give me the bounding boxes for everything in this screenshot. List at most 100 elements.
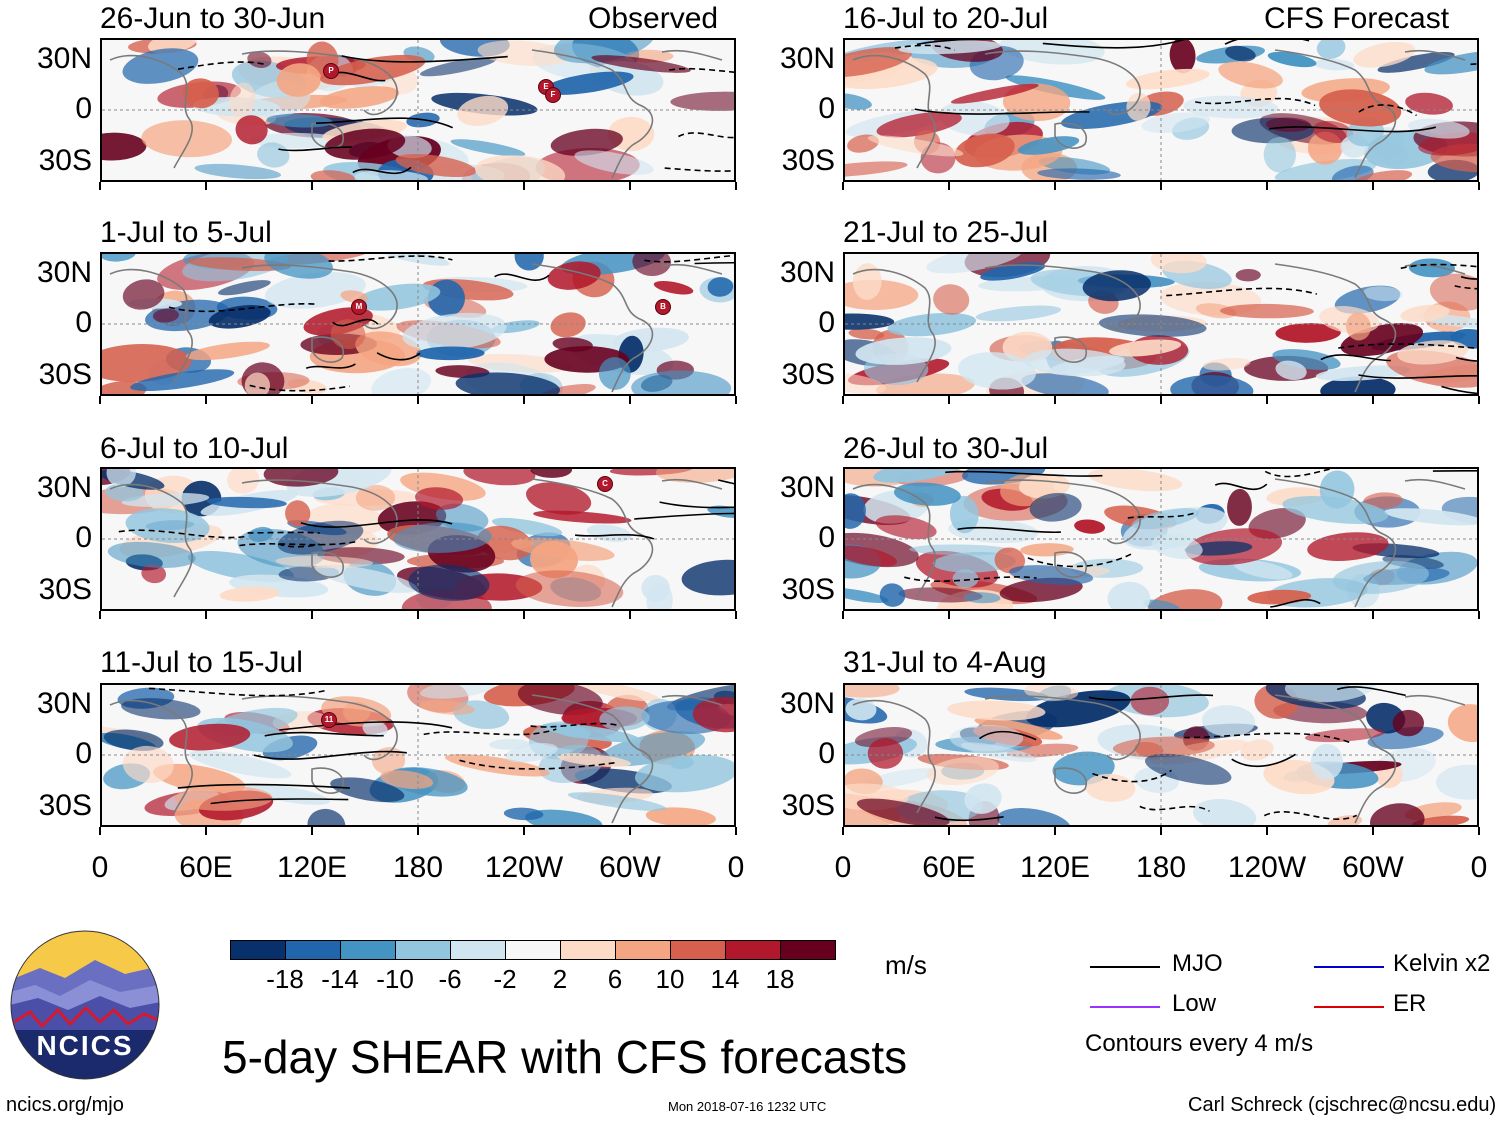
panel-title: 26-Jul to 30-Jul [843,432,1049,465]
colorbar-swatch [560,940,616,960]
x-tick-mark [1372,182,1374,190]
lat-label: 0 [818,521,835,554]
colorbar-swatch [340,940,396,960]
x-tick-mark [417,611,419,619]
lat-label: 30S [38,358,92,391]
shear-map [843,683,1479,827]
lon-label: 60E [922,851,976,884]
panel-title: 11-Jul to 15-Jul [100,646,303,679]
lat-label: 0 [818,306,835,339]
x-tick-mark [417,396,419,404]
x-tick-mark [311,611,313,619]
x-tick-mark [948,182,950,190]
x-tick-mark [735,396,737,404]
lat-label: 30N [36,687,92,720]
x-tick-mark [1054,611,1056,619]
x-tick-mark [99,611,101,619]
lon-label: 0 [834,851,852,884]
colorbar-swatch [505,940,561,960]
x-tick-mark [205,182,207,190]
x-tick-mark [523,611,525,619]
lat-label: 0 [75,92,92,125]
colorbar-tick-label: -10 [376,964,414,994]
x-tick-mark [1478,396,1480,404]
colorbar-tick-label: 6 [607,964,623,994]
x-tick-mark [629,827,631,835]
x-tick-mark [417,827,419,835]
lon-label: 60W [1342,851,1404,884]
x-tick-mark [99,396,101,404]
observed-header: Observed [588,2,719,35]
colorbar-units: m/s [885,950,927,980]
main-title: 5-day SHEAR with CFS forecasts [222,1031,908,1083]
x-tick-mark [1266,611,1268,619]
storm-marker: B [655,299,671,315]
lat-label: 0 [75,737,92,770]
x-tick-mark [1266,182,1268,190]
legend-label: MJO [1172,950,1223,977]
x-tick-mark [629,611,631,619]
storm-marker: F [545,87,561,103]
colorbar-tick-label: 10 [655,964,685,994]
lon-label: 120W [1227,851,1307,884]
x-tick-mark [1160,396,1162,404]
legend-label: Kelvin x2 [1393,950,1491,977]
shear-map [843,467,1479,611]
x-tick-mark [1372,611,1374,619]
lon-label: 180 [1135,851,1187,884]
x-tick-mark [1372,827,1374,835]
storm-marker: 11 [321,712,337,728]
footer-timestamp: Mon 2018-07-16 1232 UTC [668,1099,827,1114]
lat-label: 0 [75,521,92,554]
storm-marker: P [323,63,339,79]
colorbar-swatch [230,940,286,960]
x-tick-mark [735,182,737,190]
lat-label: 30S [781,789,835,822]
colorbar-swatch [725,940,781,960]
colorbar-tick-label: -18 [266,964,304,994]
x-tick-mark [1160,611,1162,619]
x-tick-mark [311,827,313,835]
x-tick-mark [1478,827,1480,835]
x-tick-mark [99,827,101,835]
shear-map [100,252,736,396]
lat-label: 30N [779,687,835,720]
x-tick-mark [311,182,313,190]
shear-map [100,467,736,611]
lon-label: 120E [1019,851,1091,884]
x-tick-mark [1266,396,1268,404]
panel-title: 21-Jul to 25-Jul [843,216,1049,249]
lat-label: 30S [38,789,92,822]
lat-label: 30S [38,144,92,177]
x-tick-mark [1372,396,1374,404]
legend-line [1314,1006,1384,1008]
legend-line [1314,966,1384,968]
x-tick-mark [1478,611,1480,619]
shear-map [843,38,1479,182]
colorbar-tick-label: -14 [321,964,359,994]
panel-title: 1-Jul to 5-Jul [100,216,272,249]
storm-marker: C [597,476,613,492]
lat-label: 0 [75,306,92,339]
lon-label: 60W [599,851,661,884]
lon-label: 60E [179,851,233,884]
x-tick-mark [1054,396,1056,404]
colorbar-tick-label: 2 [552,964,568,994]
x-tick-mark [948,827,950,835]
shear-map [100,38,736,182]
lon-label: 0 [91,851,109,884]
legend-note: Contours every 4 m/s [1085,1030,1314,1057]
shear-map [100,683,736,827]
lat-label: 30S [38,573,92,606]
x-tick-mark [311,396,313,404]
x-tick-mark [523,182,525,190]
forecast-header: CFS Forecast [1264,2,1450,35]
logo-text: NCICS [36,1030,134,1061]
x-tick-mark [523,396,525,404]
lon-label: 180 [392,851,444,884]
colorbar-swatch [450,940,506,960]
footer-url[interactable]: ncics.org/mjo [6,1094,124,1116]
colorbar-tick-label: -6 [438,964,462,994]
x-tick-mark [948,396,950,404]
x-tick-mark [842,611,844,619]
